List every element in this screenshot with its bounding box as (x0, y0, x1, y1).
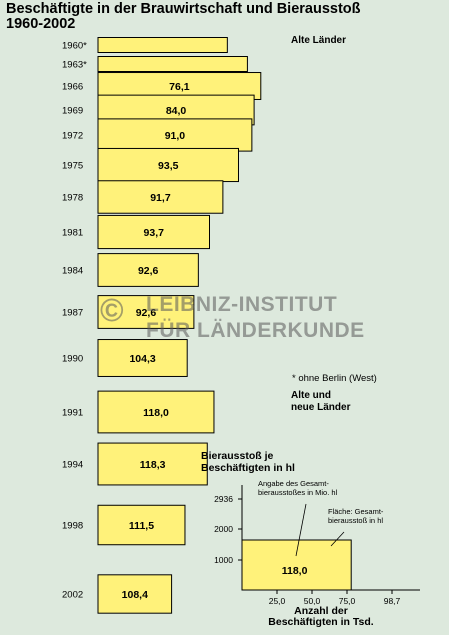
bar-value-label: 111,5 (129, 520, 154, 532)
legend-y-tick-label: 2000 (214, 524, 233, 534)
year-label: 1972 (62, 131, 83, 142)
year-label: 1994 (62, 460, 83, 471)
bar (97, 339, 188, 377)
year-label: 1960* (62, 41, 87, 52)
year-label: 1998 (62, 521, 83, 532)
bar-value-label: 91,7 (150, 192, 171, 204)
year-label: 1984 (62, 266, 83, 277)
legend-example-bar (241, 539, 352, 591)
bar-value-label: 93,7 (144, 227, 165, 239)
watermark-line-2: FÜR LÄNDERKUNDE (146, 319, 365, 342)
bar-value-label: 76,1 (169, 81, 190, 93)
legend-y-tick-label: 2936 (214, 494, 233, 504)
bar (97, 56, 248, 72)
year-label: 1975 (62, 161, 83, 172)
year-label: 1990 (62, 354, 83, 365)
bar (97, 442, 208, 486)
bar-value-label: 92,6 (138, 265, 159, 277)
bar (97, 214, 210, 250)
bar-value-label: 93,5 (158, 160, 179, 172)
bar-value-label: 91,0 (165, 130, 186, 142)
legend-title: Bierausstoß je Beschäftigten in hl (201, 450, 295, 474)
watermark-line-1: LEIBNIZ-INSTITUT (146, 293, 338, 316)
legend-x-title: Anzahl der Beschäftigten in Tsd. (268, 605, 373, 628)
bar-value-label: 92,6 (136, 307, 157, 319)
legend-x-tick-label: 25,0 (269, 596, 286, 606)
year-label: 1963* (62, 60, 87, 71)
year-label: 1991 (62, 408, 83, 419)
legend-x-tick-label: 75,0 (339, 596, 356, 606)
bar-value-label: 118,3 (140, 459, 166, 471)
group-label-alte-laender: Alte Länder (291, 35, 347, 46)
bar (97, 180, 224, 214)
year-label: 2002 (62, 590, 83, 601)
footnote: * ohne Berlin (West) (292, 373, 377, 384)
bar (97, 253, 199, 287)
legend-example-value: 118,0 (282, 565, 308, 577)
bar-value-label: 108,4 (122, 589, 148, 601)
bar-value-label: 104,3 (129, 353, 155, 365)
legend-annotation-area: Fläche: Gesamt-bierausstoß in hl (328, 507, 384, 525)
bar (97, 295, 195, 329)
chart-title: Beschäftigte in der Brauwirtschaft und B… (6, 1, 361, 32)
bar (97, 504, 186, 546)
year-label: 1966 (62, 82, 83, 93)
bar (97, 390, 215, 434)
bar-value-label: 84,0 (166, 105, 187, 117)
legend-pointer-value (295, 503, 307, 557)
bar (97, 147, 239, 183)
year-label: 1981 (62, 228, 83, 239)
year-label: 1969 (62, 106, 83, 117)
legend-y-tick-label: 1000 (214, 555, 233, 565)
legend-x-tick-label: 98,7 (384, 596, 401, 606)
legend-pointer-area (330, 531, 345, 547)
group-label-alte-und-neue-laender: Alte und neue Länder (291, 390, 351, 413)
bar (97, 574, 173, 614)
year-label: 1987 (62, 308, 83, 319)
year-label: 1978 (62, 193, 83, 204)
copyright-symbol: © (100, 292, 125, 328)
legend-annotation-value: Angabe des Gesamt-bierausstoßes in Mio. … (258, 479, 338, 497)
bar (97, 37, 228, 53)
bar-value-label: 118,0 (143, 407, 169, 419)
legend-x-tick-label: 50,0 (304, 596, 321, 606)
bar (97, 118, 253, 152)
